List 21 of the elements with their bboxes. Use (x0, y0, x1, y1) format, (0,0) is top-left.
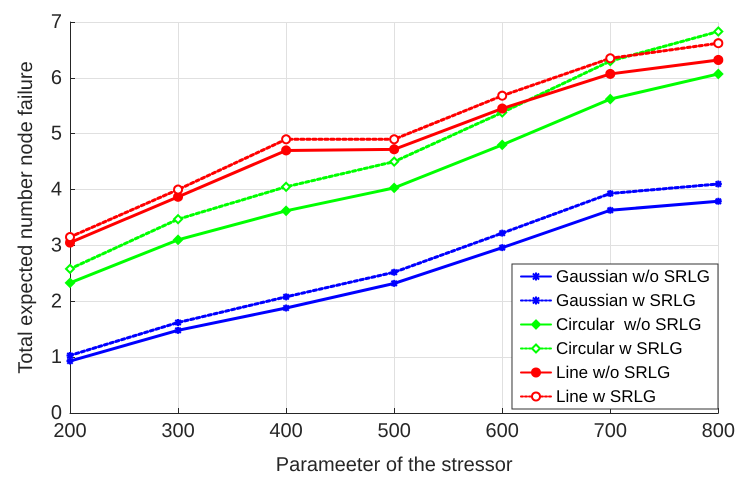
y-tick-label: 3 (50, 234, 62, 256)
x-tick-label: 300 (161, 420, 195, 442)
legend-label: Circular w SRLG (556, 339, 683, 358)
x-axis-title: Parameeter of the stressor (276, 454, 513, 476)
x-tick-label: 700 (594, 420, 627, 442)
legend-label: Line w SRLG (556, 387, 656, 406)
y-tick-label: 5 (50, 122, 62, 145)
x-tick-label: 400 (269, 420, 303, 442)
legend-label: Gaussian w/o SRLG (556, 267, 710, 286)
y-tick-label: 6 (50, 66, 62, 89)
y-tick-label: 7 (50, 11, 62, 33)
x-tick-label: 600 (486, 420, 519, 442)
y-axis-title: Total expected number node failure (15, 61, 37, 374)
x-tick-label: 500 (377, 420, 411, 442)
legend-label: Circular w/o SRLG (556, 315, 702, 334)
y-tick-label: 4 (50, 178, 62, 201)
x-tick-label: 800 (702, 420, 736, 442)
y-tick-label: 1 (50, 346, 62, 368)
legend-label: Gaussian w SRLG (556, 291, 696, 310)
y-tick-label: 2 (50, 290, 62, 312)
legend-label: Line w/o SRLG (556, 363, 670, 382)
